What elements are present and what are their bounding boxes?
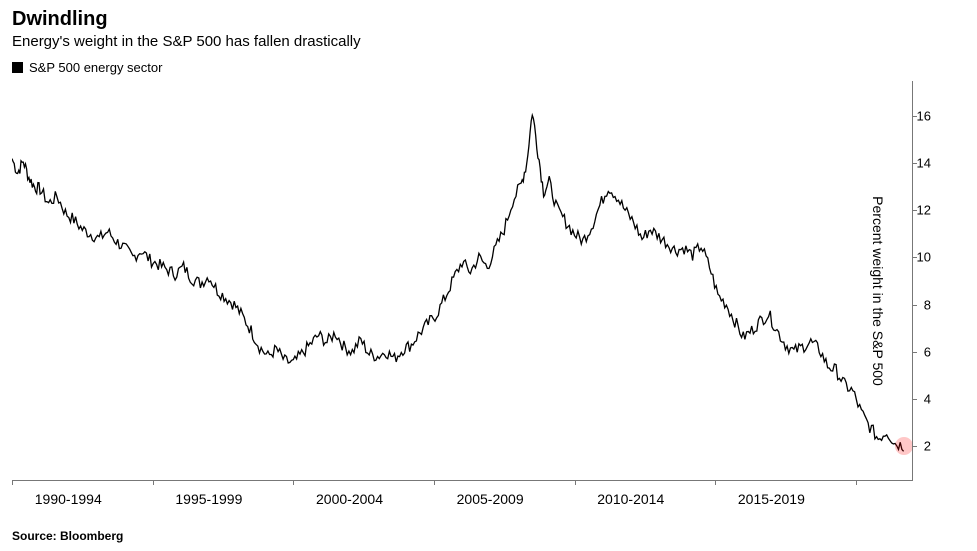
- y-tick-label: 6: [924, 344, 931, 359]
- y-tick-mark: [913, 210, 917, 211]
- x-tick-mark: [715, 481, 716, 485]
- x-tick-mark: [434, 481, 435, 485]
- y-tick-label: 12: [917, 203, 931, 218]
- source-attribution: Source: Bloomberg: [12, 529, 965, 543]
- y-tick-mark: [913, 257, 917, 258]
- x-tick-label: 1990-1994: [35, 491, 102, 507]
- y-tick-mark: [913, 352, 917, 353]
- y-tick-label: 10: [917, 250, 931, 265]
- x-tick-mark: [293, 481, 294, 485]
- y-axis: [912, 81, 913, 481]
- x-tick-label: 2010-2014: [597, 491, 664, 507]
- x-tick-mark: [575, 481, 576, 485]
- x-tick-mark: [856, 481, 857, 485]
- plot-area: [12, 81, 912, 481]
- y-tick-label: 14: [917, 156, 931, 171]
- legend: S&P 500 energy sector: [12, 60, 965, 75]
- x-tick-label: 1995-1999: [175, 491, 242, 507]
- y-tick-mark: [913, 305, 917, 306]
- end-point-marker: [895, 437, 913, 455]
- line-series: [12, 81, 912, 481]
- chart-subtitle: Energy's weight in the S&P 500 has falle…: [12, 33, 965, 50]
- x-tick-label: 2000-2004: [316, 491, 383, 507]
- x-tick-mark: [153, 481, 154, 485]
- series-line: [12, 115, 904, 451]
- y-tick-label: 2: [924, 438, 931, 453]
- legend-swatch: [12, 62, 23, 73]
- chart-title: Dwindling: [12, 8, 965, 31]
- x-tick-label: 2015-2019: [738, 491, 805, 507]
- y-tick-label: 8: [924, 297, 931, 312]
- y-tick-mark: [913, 163, 917, 164]
- x-tick-label: 2005-2009: [457, 491, 524, 507]
- y-tick-mark: [913, 116, 917, 117]
- y-tick-mark: [913, 399, 917, 400]
- y-tick-label: 16: [917, 109, 931, 124]
- chart-area: 246810121416 1990-19941995-19992000-2004…: [12, 81, 965, 501]
- y-axis-title: Percent weight in the S&P 500: [870, 196, 886, 386]
- x-tick-mark: [12, 481, 13, 485]
- legend-label: S&P 500 energy sector: [29, 60, 162, 75]
- y-tick-label: 4: [924, 391, 931, 406]
- y-tick-mark: [913, 446, 917, 447]
